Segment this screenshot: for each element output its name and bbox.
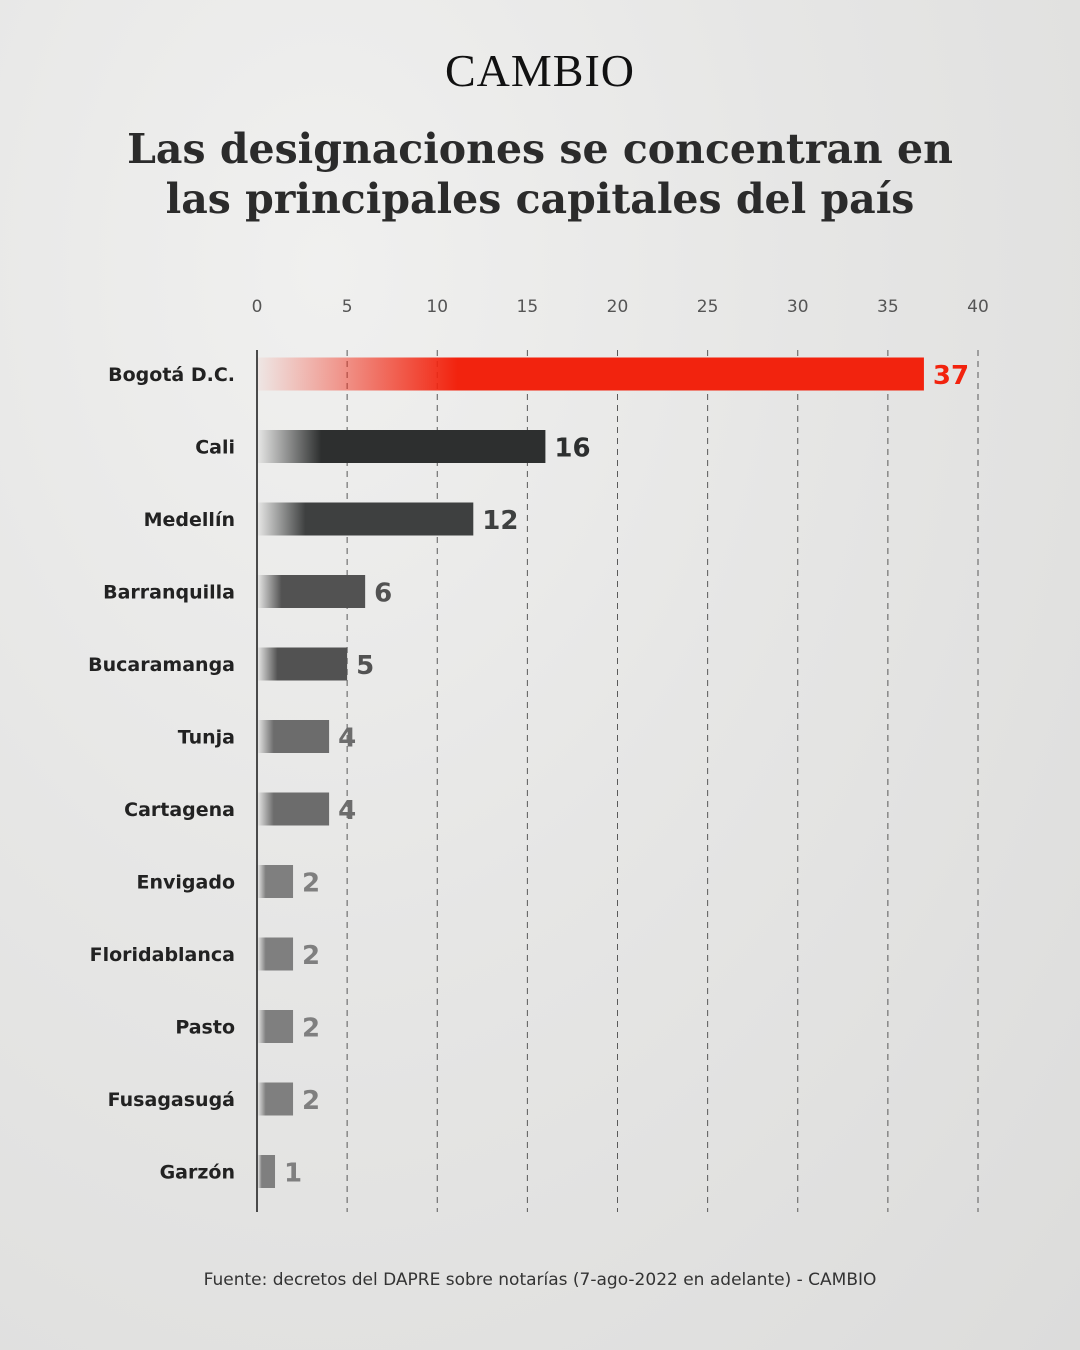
chart-title: Las designaciones se concentran en las p…: [60, 124, 1020, 224]
value-labels: 37 16 12 6 5 4 4 2 2 2 2 1: [284, 361, 969, 1189]
value-label: 2: [302, 869, 320, 899]
value-label: 37: [933, 361, 969, 391]
bar-chart: 0 5 10 15 20 25 30 35 40 Bogotá D.C.CaliMedellín…: [88, 297, 989, 1212]
bar: [258, 865, 294, 898]
bar: [258, 1010, 294, 1043]
value-label: 5: [356, 651, 374, 681]
x-tick-label: 15: [517, 297, 539, 317]
bar: [258, 647, 348, 681]
category-label: Tunja: [178, 727, 235, 749]
category-label: Bucaramanga: [88, 654, 235, 676]
x-axis-ticks: 0 5 10 15 20 25 30 35 40: [252, 297, 989, 317]
x-tick-label: 30: [787, 297, 809, 317]
value-label: 2: [302, 1014, 320, 1044]
category-label: Envigado: [137, 872, 235, 894]
value-label: 2: [302, 941, 320, 971]
category-label: Medellín: [144, 509, 235, 531]
x-tick-label: 0: [252, 297, 263, 317]
bars: [258, 357, 924, 1188]
category-labels: Bogotá D.C. Cali Medellín Barranquilla Bucar…: [88, 364, 235, 1184]
bar: [258, 937, 294, 971]
bar: [258, 575, 366, 608]
bar: [258, 502, 474, 536]
gridlines: [346, 350, 979, 1212]
x-tick-label: 25: [697, 297, 719, 317]
category-label: Cali: [195, 437, 235, 459]
chart-title-line-1: Las designaciones se concentran en: [127, 125, 953, 173]
value-label: 4: [338, 724, 356, 754]
bar: [258, 792, 330, 826]
bar: [258, 1155, 276, 1188]
x-tick-label: 35: [877, 297, 899, 317]
x-tick-label: 10: [426, 297, 448, 317]
value-label: 6: [374, 579, 392, 609]
bar: [258, 1082, 294, 1116]
category-label: Cartagena: [124, 799, 235, 821]
category-label: Garzón: [160, 1162, 235, 1184]
chart-title-line-2: las principales capitales del país: [165, 175, 915, 223]
value-label: 16: [554, 434, 590, 464]
bar: [258, 430, 546, 463]
brand-logo: CAMBIO: [444, 45, 636, 96]
x-tick-label: 20: [607, 297, 629, 317]
value-label: 4: [338, 796, 356, 826]
source-note: Fuente: decretos del DAPRE sobre notaría…: [203, 1270, 877, 1290]
bar: [258, 357, 924, 391]
category-label: Barranquilla: [103, 582, 235, 604]
value-label: 1: [284, 1159, 302, 1189]
category-label: Bogotá D.C.: [108, 364, 235, 386]
category-label: Pasto: [175, 1017, 235, 1039]
value-label: 2: [302, 1086, 320, 1116]
x-tick-label: 5: [342, 297, 353, 317]
x-tick-label: 40: [967, 297, 989, 317]
category-label: Fusagasugá: [108, 1089, 235, 1111]
category-label: Floridablanca: [90, 944, 235, 966]
value-label: 12: [482, 506, 518, 536]
bar: [258, 720, 330, 753]
